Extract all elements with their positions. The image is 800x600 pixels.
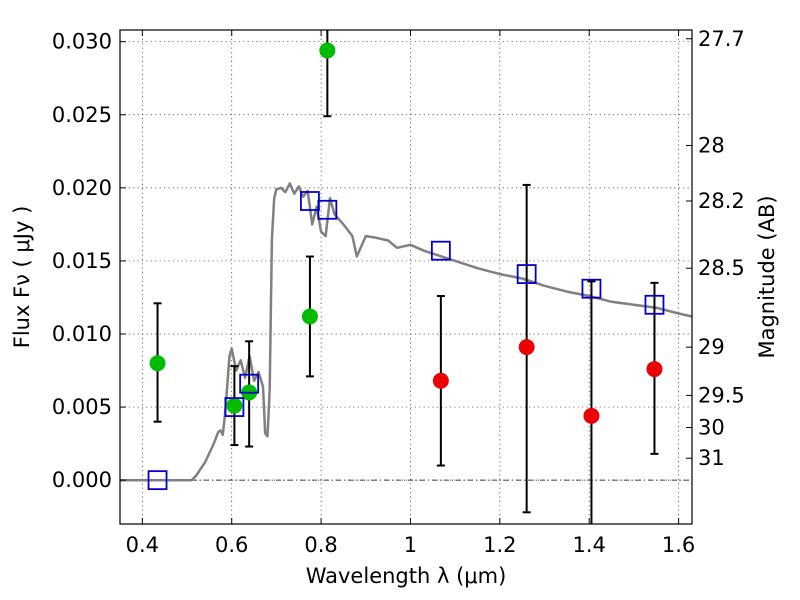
x-tick-label: 0.4 bbox=[126, 533, 159, 557]
nondetection-point bbox=[583, 407, 600, 424]
nondetection-point bbox=[518, 339, 535, 356]
x-tick-label: 1 bbox=[404, 533, 417, 557]
y-tick-label: 0.020 bbox=[52, 176, 112, 200]
y-tick-label: 0.030 bbox=[52, 30, 112, 54]
model-photometry-box bbox=[430, 240, 451, 261]
data-points bbox=[149, 42, 663, 424]
mag-tick-label: 28.2 bbox=[698, 189, 745, 213]
x-tick-label: 1.6 bbox=[662, 533, 695, 557]
mag-tick-label: 30 bbox=[698, 416, 725, 440]
y-tick-label: 0.000 bbox=[52, 468, 112, 492]
x-tick-label: 0.8 bbox=[304, 533, 337, 557]
detection-point bbox=[301, 308, 318, 325]
right-axis-title: Magnitude (AB) bbox=[755, 195, 779, 358]
x-tick-label: 0.6 bbox=[215, 533, 248, 557]
model-photometry-box bbox=[516, 264, 537, 284]
mag-tick-label: 28 bbox=[698, 133, 725, 157]
mag-tick-label: 29.5 bbox=[698, 383, 745, 407]
y-tick-label: 0.025 bbox=[52, 103, 112, 127]
nondetection-point bbox=[646, 361, 663, 378]
model-photometry-box bbox=[644, 294, 665, 315]
nondetection-point bbox=[432, 372, 449, 389]
detection-point bbox=[226, 397, 243, 414]
x-tick-label: 1.2 bbox=[483, 533, 516, 557]
axes: 0.4 0.6 0.8 1 1.2 1.4 1.6 0.000 0.005 0.010 0.015 0… bbox=[52, 27, 745, 557]
model-photometry-box bbox=[317, 199, 338, 220]
mag-tick-label: 29 bbox=[698, 335, 725, 359]
mag-tick-label: 27.7 bbox=[698, 27, 745, 51]
mag-tick-label: 31 bbox=[698, 446, 725, 470]
y-tick-label: 0.005 bbox=[52, 395, 112, 419]
grid bbox=[120, 30, 692, 524]
y-tick-label: 0.015 bbox=[52, 249, 112, 273]
detection-point bbox=[319, 42, 336, 59]
model-photometry-box bbox=[224, 397, 245, 417]
model-boxes bbox=[147, 191, 665, 491]
model-photometry-box bbox=[147, 470, 168, 491]
mag-tick-label: 28.5 bbox=[698, 256, 745, 280]
model-photometry-box bbox=[581, 278, 602, 299]
y-axis-title: Flux Fν ( μJy ) bbox=[10, 206, 34, 349]
x-tick-label: 1.4 bbox=[573, 533, 606, 557]
y-tick-label: 0.010 bbox=[52, 322, 112, 346]
detection-point bbox=[149, 355, 166, 372]
x-axis-title: Wavelength λ (μm) bbox=[306, 564, 507, 588]
model-photometry-box bbox=[239, 373, 260, 394]
plot-frame bbox=[119, 29, 693, 525]
